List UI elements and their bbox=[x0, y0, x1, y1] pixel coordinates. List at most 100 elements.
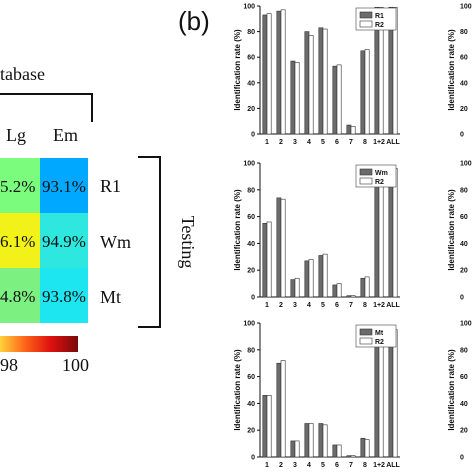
heatmap-cell-value: 93.1% bbox=[42, 177, 86, 196]
bar bbox=[378, 172, 384, 298]
cropped-y-tick-label: 60 bbox=[460, 55, 468, 62]
x-tick-label: 3 bbox=[293, 302, 297, 309]
bar bbox=[322, 424, 328, 458]
bar bbox=[378, 6, 384, 135]
x-tick-label: 6 bbox=[335, 302, 339, 309]
x-tick-label: 3 bbox=[293, 139, 297, 146]
x-tick-label: 1 bbox=[265, 139, 269, 146]
bar bbox=[322, 253, 328, 298]
bar bbox=[280, 360, 286, 458]
x-tick-label: 8 bbox=[363, 462, 367, 469]
y-axis-label: Identification rate (%) bbox=[233, 189, 242, 271]
x-tick-label: 8 bbox=[363, 139, 367, 146]
y-tick-label: 20 bbox=[247, 428, 255, 435]
x-tick-label: 5 bbox=[321, 462, 325, 469]
bar bbox=[336, 283, 342, 298]
x-tick-label: 3 bbox=[293, 462, 297, 469]
colorbar-tick-left: 98 bbox=[0, 355, 18, 375]
cropped-y-tick-label: 60 bbox=[460, 214, 468, 221]
y-axis-label: Identification rate (%) bbox=[233, 29, 242, 111]
bar bbox=[266, 221, 272, 298]
y-tick-label: 60 bbox=[247, 374, 255, 381]
x-tick-label: 2 bbox=[279, 302, 283, 309]
legend-swatch bbox=[359, 177, 373, 185]
bar-chart-3: 0 20 40 60 80 100 Identification rate (%) 1 2 3 4 5… bbox=[233, 321, 401, 470]
legend-swatch bbox=[359, 11, 373, 19]
bar bbox=[332, 65, 338, 135]
row-label-wm: Wm bbox=[100, 232, 131, 252]
bar bbox=[280, 9, 286, 135]
bar bbox=[318, 255, 324, 298]
heatmap-cell-value: 94.9% bbox=[42, 232, 86, 251]
bar bbox=[378, 336, 384, 458]
bar bbox=[350, 455, 356, 458]
y-tick-label: 100 bbox=[243, 161, 255, 168]
x-tick-label: 6 bbox=[335, 139, 339, 146]
heatmap-cell-value: 6.1% bbox=[0, 232, 35, 251]
x-tick-label: 7 bbox=[349, 139, 353, 146]
y-tick-label: 0 bbox=[251, 132, 255, 139]
x-tick-label: 8 bbox=[363, 302, 367, 309]
bar bbox=[304, 260, 310, 298]
bar bbox=[262, 223, 268, 298]
cropped-y-tick-label: 20 bbox=[460, 106, 468, 113]
cropped-y-tick-label: 40 bbox=[460, 241, 468, 248]
bar bbox=[346, 455, 352, 458]
legend: Wm R2 bbox=[355, 164, 397, 188]
bar bbox=[304, 423, 310, 458]
cropped-chart-2: 100 80 60 40 20 0 Identification rate (%) bbox=[447, 161, 472, 302]
cropped-y-tick-label: 80 bbox=[460, 29, 468, 36]
x-tick-label: 2 bbox=[279, 462, 283, 469]
y-tick-label: 0 bbox=[251, 295, 255, 302]
bar bbox=[290, 440, 296, 458]
x-tick-label: 7 bbox=[349, 462, 353, 469]
y-tick-label: 0 bbox=[251, 455, 255, 462]
row-label-mt: Mt bbox=[100, 287, 121, 307]
cropped-y-tick-label: 40 bbox=[460, 401, 468, 408]
bar bbox=[294, 277, 300, 298]
heatmap-cell bbox=[40, 268, 88, 323]
cropped-y-axis-label: Identification rate (%) bbox=[447, 189, 456, 271]
bar bbox=[318, 423, 324, 458]
row-label-r1: R1 bbox=[100, 176, 121, 196]
legend-entry: Mt bbox=[375, 330, 384, 337]
heatmap-cell-value: 4.8% bbox=[0, 287, 35, 306]
y-tick-label: 20 bbox=[247, 268, 255, 275]
bar bbox=[374, 338, 380, 458]
bar bbox=[332, 444, 338, 458]
x-tick-label: 6 bbox=[335, 462, 339, 469]
database-bracket bbox=[0, 93, 93, 122]
y-tick-label: 80 bbox=[247, 187, 255, 194]
y-tick-label: 100 bbox=[243, 321, 255, 328]
cropped-y-tick-label: 0 bbox=[460, 455, 464, 462]
y-tick-label: 40 bbox=[247, 241, 255, 248]
bar bbox=[392, 168, 398, 298]
bar-chart-1: 0 20 40 60 80 100 Identification rate (%) 1 2 3 4 5… bbox=[233, 4, 401, 147]
cropped-y-axis-label: Identification rate (%) bbox=[447, 29, 456, 111]
bar bbox=[332, 284, 338, 298]
bar bbox=[294, 62, 300, 135]
x-tick-label: 1+2 bbox=[373, 462, 385, 469]
x-tick-label: 4 bbox=[307, 302, 311, 309]
bar bbox=[336, 444, 342, 458]
bar bbox=[294, 440, 300, 458]
heatmap-cell bbox=[0, 158, 40, 213]
bar bbox=[388, 169, 394, 298]
bar bbox=[350, 126, 356, 135]
x-tick-label: 1 bbox=[265, 462, 269, 469]
bar bbox=[388, 330, 394, 458]
bar bbox=[276, 10, 282, 135]
bar bbox=[308, 259, 314, 298]
bar bbox=[392, 329, 398, 458]
cropped-y-tick-label: 80 bbox=[460, 187, 468, 194]
bar bbox=[276, 362, 282, 458]
x-tick-label: ALL bbox=[386, 462, 400, 469]
bar bbox=[308, 423, 314, 458]
cropped-y-tick-label: 0 bbox=[460, 132, 464, 139]
legend-entry: R2 bbox=[375, 179, 384, 186]
bar bbox=[290, 279, 296, 298]
bar bbox=[360, 277, 366, 298]
legend-entry: R2 bbox=[375, 22, 384, 29]
y-tick-label: 60 bbox=[247, 214, 255, 221]
x-tick-label: 5 bbox=[321, 302, 325, 309]
